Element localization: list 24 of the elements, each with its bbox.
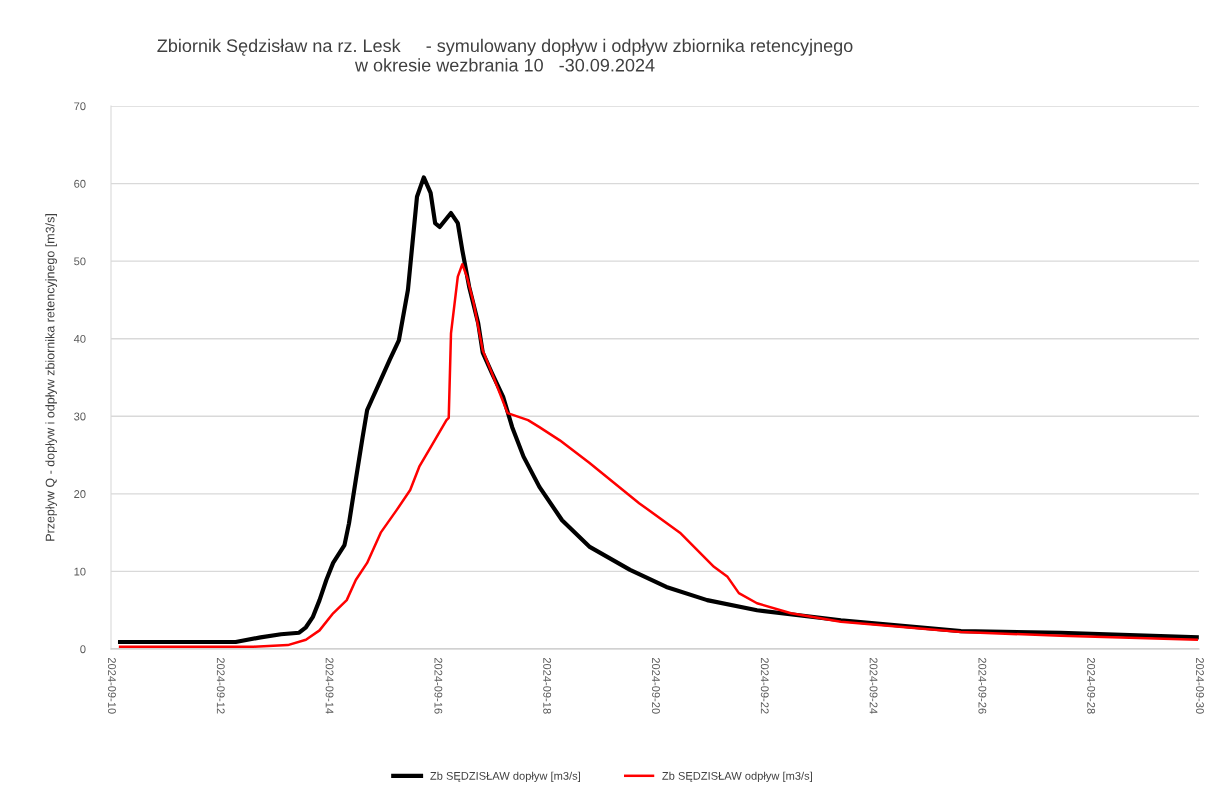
x-tick-label: 2024-09-14 [325, 657, 334, 714]
legend-label: Zb SĘDZISŁAW dopływ [m3/s] [430, 771, 580, 782]
x-tick-label: 2024-09-16 [434, 657, 443, 714]
y-tick-label: 50 [74, 257, 86, 266]
y-tick-label: 10 [74, 567, 86, 576]
x-tick-label: 2024-09-30 [1196, 657, 1204, 714]
y-tick-label: 30 [74, 412, 86, 421]
x-tick-label: 2024-09-18 [543, 657, 552, 714]
y-tick-label: 40 [73, 334, 86, 343]
y-tick-label: 70 [74, 102, 86, 111]
y-axis-title: Przepływ Q - dopływ i odpływ zbiornika retencyjnego [m3/s] [45, 214, 57, 541]
x-tick-label: 2024-09-28 [1087, 657, 1096, 714]
x-tick-label: 2024-09-10 [108, 657, 116, 714]
legend-label: Zb SĘDZISŁAW odpływ [m3/s] [662, 771, 812, 782]
line-series [118, 263, 1198, 648]
x-tick-label: 2024-09-24 [869, 657, 878, 714]
y-tick-label: 60 [74, 179, 86, 188]
x-tick-label: 2024-09-26 [978, 657, 987, 714]
y-tick-label: 0 [80, 645, 86, 654]
x-tick-label: 2024-09-20 [652, 657, 660, 714]
x-tick-label: 2024-09-12 [216, 657, 225, 714]
x-tick-label: 2024-09-22 [760, 657, 769, 714]
y-tick-label: 20 [74, 490, 86, 498]
chart-title: Zbiornik Sędzisław na rz. Lesk - symulowany dopływ i odpływ zbiornika retencyjnego w okresie wezbrania 10 -30.09.2024 [157, 38, 853, 72]
